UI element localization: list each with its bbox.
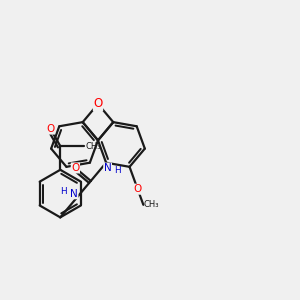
Text: H: H <box>114 166 121 175</box>
Text: CH₃: CH₃ <box>85 142 101 151</box>
Text: O: O <box>94 99 102 109</box>
Text: N: N <box>70 189 78 199</box>
Text: O: O <box>93 98 103 110</box>
Text: CH₃: CH₃ <box>143 200 159 209</box>
Text: H: H <box>61 187 67 196</box>
Text: O: O <box>46 124 55 134</box>
Text: O: O <box>134 184 142 194</box>
Text: O: O <box>71 163 80 173</box>
Text: N: N <box>104 163 112 173</box>
